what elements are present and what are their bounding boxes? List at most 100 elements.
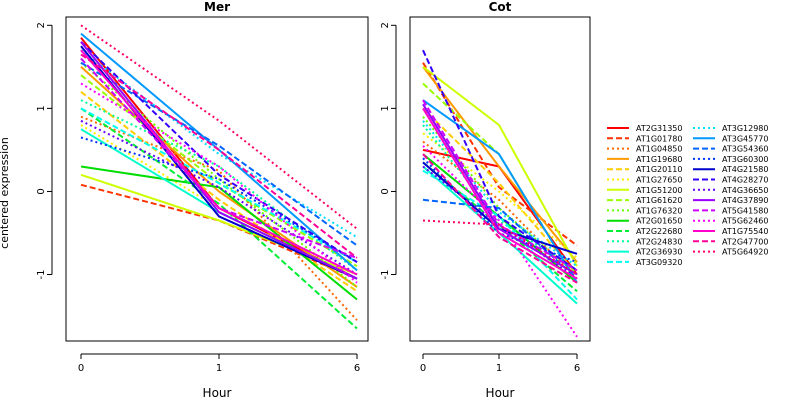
plot-frame <box>65 16 369 342</box>
legend-label: AT2G47700 <box>722 237 768 246</box>
series-line-at3g12980 <box>80 49 358 239</box>
legend-entry: AT5G64920 <box>693 248 768 257</box>
series-line-at3g54360 <box>80 61 358 247</box>
series-line-at3g60300 <box>80 136 358 263</box>
legend-label: AT2G36930 <box>636 248 682 257</box>
plot-frame <box>409 16 591 342</box>
legend-label: AT5G64920 <box>722 248 768 257</box>
legend-label: AT1G01780 <box>636 134 682 143</box>
series-line-at1g75540 <box>422 107 578 280</box>
legend: AT2G31350AT1G01780AT1G04850AT1G19680AT1G… <box>607 124 768 267</box>
legend-label: AT4G21580 <box>722 165 768 174</box>
y-tick-label: -1 <box>36 270 47 280</box>
y-axis: -1 0 1 2 <box>380 22 397 280</box>
series-line-at2g24830 <box>422 124 578 272</box>
legend-label: AT3G09320 <box>636 258 682 267</box>
series-line-at4g37890 <box>80 41 358 280</box>
legend-label: AT1G61620 <box>636 196 682 205</box>
y-tick-label: 0 <box>380 188 391 194</box>
x-axis-label: Hour <box>486 386 515 400</box>
x-tick-label: 0 <box>78 363 84 374</box>
legend-label: AT3G54360 <box>722 145 768 154</box>
legend-entry: AT2G22680 <box>607 227 682 236</box>
series-line-at2g47700 <box>422 153 578 284</box>
legend-entry: AT2G47700 <box>693 237 768 246</box>
x-axis-label: Hour <box>203 386 232 400</box>
series-group <box>422 49 578 338</box>
series-line-at1g51200 <box>422 66 578 267</box>
legend-label: AT5G41580 <box>722 206 768 215</box>
legend-label: AT2G22680 <box>636 227 682 236</box>
series-line-at5g62460 <box>422 145 578 338</box>
series-line-at4g37890 <box>422 103 578 276</box>
y-axis: -1 0 1 2 <box>36 22 53 280</box>
x-tick-label: 0 <box>420 363 426 374</box>
legend-label: AT4G37890 <box>722 196 768 205</box>
legend-label: AT1G04850 <box>636 145 682 154</box>
legend-entry: AT1G04850 <box>607 145 682 154</box>
legend-entry: AT1G27650 <box>607 176 682 185</box>
legend-entry: AT5G62460 <box>693 217 768 226</box>
series-line-at3g54360 <box>422 198 578 280</box>
legend-entry: AT2G24830 <box>607 237 682 246</box>
legend-entry: AT4G28270 <box>693 176 768 185</box>
series-line-at2g22680 <box>80 107 358 330</box>
legend-label: AT1G76320 <box>636 206 682 215</box>
legend-entry: AT3G12980 <box>693 124 768 133</box>
x-tick-label: 6 <box>574 363 580 374</box>
x-tick-label: 6 <box>354 363 360 374</box>
y-tick-label: 1 <box>36 105 47 111</box>
panel-mer: Mer -1 0 1 2 0 1 6 Hour <box>36 0 369 400</box>
y-tick-label: 2 <box>36 22 47 28</box>
legend-entry: AT5G41580 <box>693 206 768 215</box>
legend-entry: AT3G54360 <box>693 145 768 154</box>
series-line-at2g24830 <box>80 99 358 272</box>
legend-entry: AT1G76320 <box>607 206 682 215</box>
x-axis: 0 1 6 <box>78 353 360 374</box>
series-line-at4g28270 <box>80 41 358 263</box>
legend-label: AT1G51200 <box>636 186 682 195</box>
legend-entry: AT4G36650 <box>693 186 768 195</box>
legend-entry: AT4G21580 <box>693 165 768 174</box>
legend-label: AT2G01650 <box>636 217 682 226</box>
y-tick-label: 2 <box>380 22 391 28</box>
legend-label: AT4G28270 <box>722 176 768 185</box>
legend-label: AT1G75540 <box>722 227 768 236</box>
legend-entry: AT1G61620 <box>607 196 682 205</box>
legend-entry: AT2G31350 <box>607 124 682 133</box>
series-line-at3g09320 <box>80 107 358 263</box>
legend-entry: AT1G01780 <box>607 134 682 143</box>
series-line-at1g04850 <box>80 115 358 321</box>
legend-label: AT3G12980 <box>722 124 768 133</box>
series-line-at3g45770 <box>422 99 578 284</box>
legend-entry: AT4G37890 <box>693 196 768 205</box>
x-tick-label: 1 <box>216 363 222 374</box>
y-tick-label: 1 <box>380 105 391 111</box>
series-line-at2g47700 <box>80 53 358 259</box>
series-line-at1g19680 <box>422 66 578 263</box>
legend-label: AT1G20110 <box>636 165 682 174</box>
legend-label: AT1G27650 <box>636 176 682 185</box>
y-axis-label: centered expression <box>0 137 11 249</box>
panel-cot: Cot -1 0 1 2 0 1 6 Hour <box>380 0 591 400</box>
legend-entry: AT2G01650 <box>607 217 682 226</box>
legend-entry: AT3G09320 <box>607 258 682 267</box>
series-line-at2g01650 <box>80 165 358 301</box>
legend-entry: AT1G20110 <box>607 165 682 174</box>
legend-entry: AT1G51200 <box>607 186 682 195</box>
legend-label: AT5G62460 <box>722 217 768 226</box>
panel-title: Cot <box>489 0 512 14</box>
legend-entry: AT1G19680 <box>607 155 682 164</box>
series-line-at1g01780 <box>80 183 358 280</box>
series-line-at1g20110 <box>80 91 358 293</box>
legend-entry: AT1G75540 <box>693 227 768 236</box>
series-line-at5g64920 <box>422 219 578 276</box>
y-tick-label: 0 <box>36 188 47 194</box>
x-axis: 0 1 6 <box>420 353 580 374</box>
y-tick-label: -1 <box>380 270 391 280</box>
series-line-at5g64920 <box>80 24 358 230</box>
series-line-at5g62460 <box>80 82 358 284</box>
legend-entry: AT2G36930 <box>607 248 682 257</box>
series-line-at4g28270 <box>422 49 578 272</box>
